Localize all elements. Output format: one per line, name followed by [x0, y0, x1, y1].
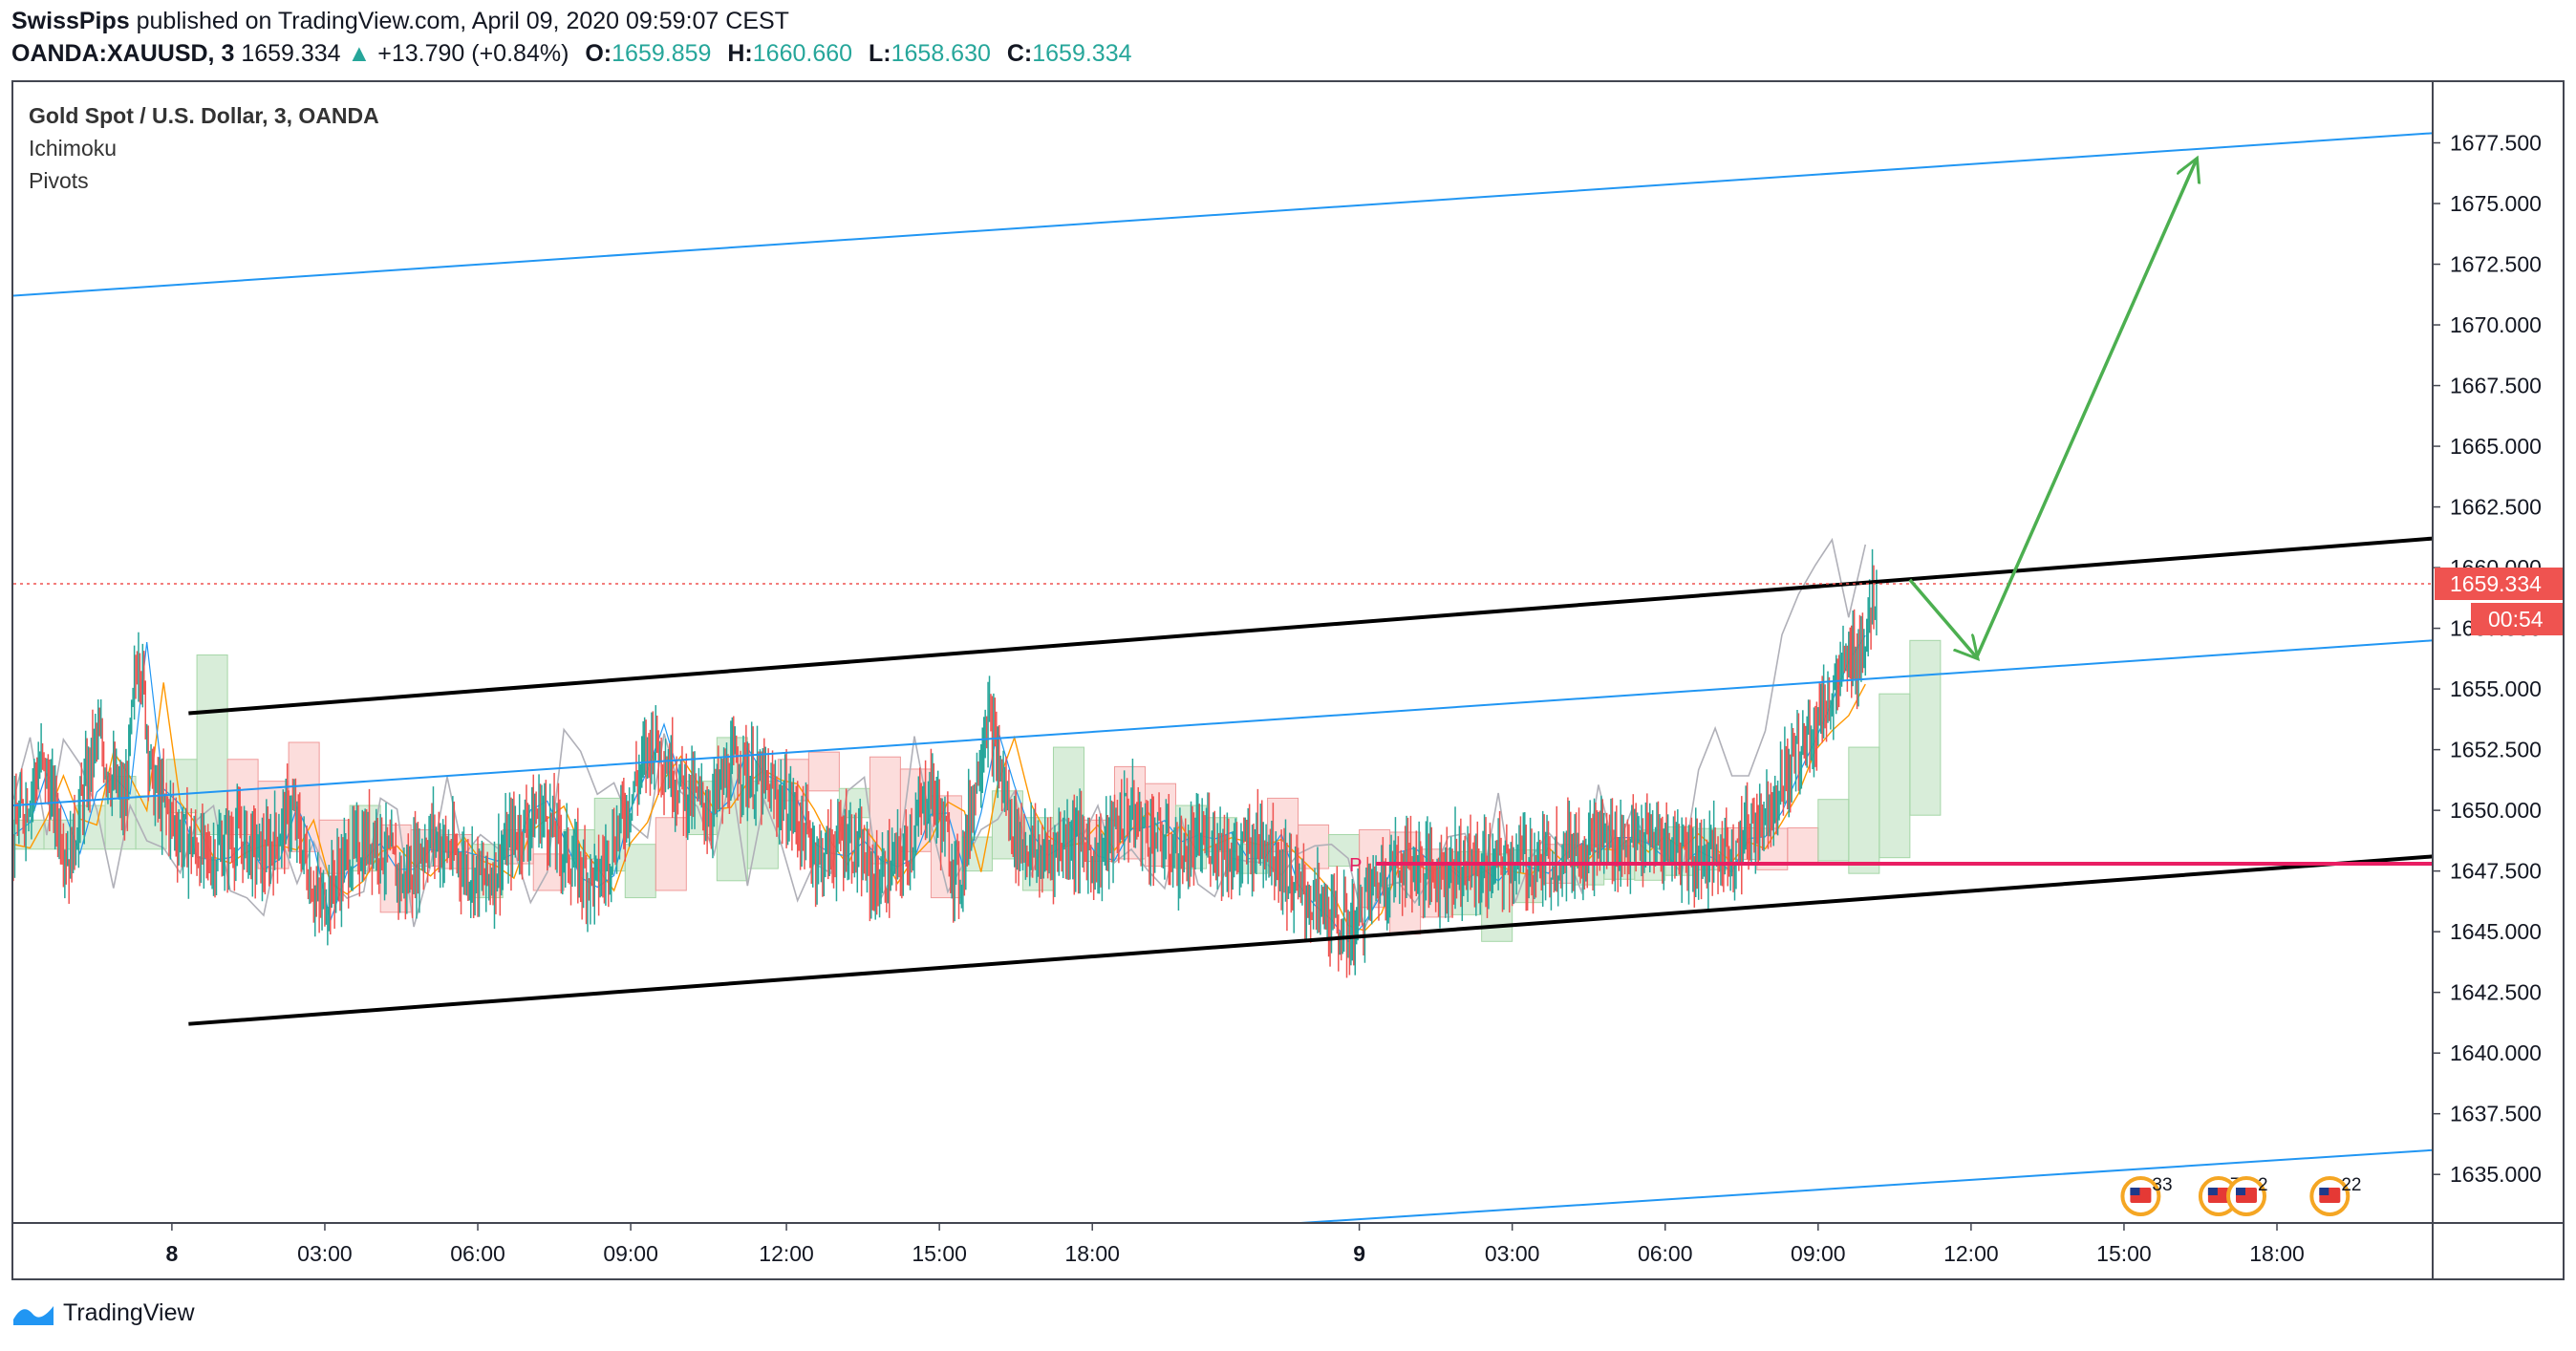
y-tick-label: 1655.000	[2450, 676, 2542, 701]
legend-pivots[interactable]: Pivots	[29, 168, 89, 193]
us-event-marker: 22	[2309, 1175, 2361, 1216]
price-change: +13.790 (+0.84%)	[377, 40, 569, 67]
y-tick-label: 1635.000	[2450, 1162, 2542, 1187]
author-name[interactable]: SwissPips	[11, 8, 130, 34]
y-tick-label: 1677.500	[2450, 131, 2542, 156]
y-tick-label: 1650.000	[2450, 798, 2542, 823]
close-value: 1659.334	[1032, 40, 1132, 67]
symbol-bar: OANDA:XAUUSD, 3 1659.334 ▲ +13.790 (+0.8…	[11, 40, 1132, 68]
y-tick-label: 1670.000	[2450, 312, 2542, 337]
cloud-segment	[1848, 746, 1880, 874]
cloud-segment	[624, 844, 656, 899]
symbol: OANDA:XAUUSD, 3	[11, 40, 235, 67]
x-tick-label: 9	[1353, 1241, 1365, 1266]
high-label: H:	[727, 40, 753, 67]
price-tag-label: 1659.334	[2450, 571, 2542, 596]
x-tick-label: 18:00	[1064, 1241, 1120, 1266]
chart-frame	[11, 80, 2565, 1280]
x-tick-label: 12:00	[1943, 1241, 1999, 1266]
low-label: L:	[869, 40, 891, 67]
x-tick-label: 03:00	[1485, 1241, 1540, 1266]
flag-canton	[2130, 1188, 2140, 1195]
price-tag	[2435, 568, 2563, 601]
x-tick-label: 15:00	[2096, 1241, 2152, 1266]
tradingview-logo-icon	[13, 1305, 54, 1325]
y-tick-label: 1667.500	[2450, 374, 2542, 398]
flag-canton	[2207, 1188, 2218, 1195]
middle-blue-line	[13, 639, 2433, 807]
countdown-tag	[2471, 603, 2563, 636]
lower-channel	[188, 854, 2433, 1026]
pullback-arrow	[1908, 578, 1977, 657]
cloud-segment	[1787, 826, 1819, 865]
published-text: published on TradingView.com, April 09, …	[136, 8, 789, 34]
x-tick-label: 03:00	[297, 1241, 353, 1266]
tradingview-footer[interactable]: TradingView	[11, 1299, 195, 1327]
event-count: 2	[2258, 1175, 2268, 1195]
open-label: O:	[585, 40, 612, 67]
y-tick-label: 1652.500	[2450, 738, 2542, 762]
cloud-segment	[655, 817, 687, 891]
y-tick-label: 1642.500	[2450, 980, 2542, 1005]
x-tick-label: 09:00	[603, 1241, 658, 1266]
flag-canton	[2236, 1188, 2246, 1195]
x-tick-label: 18:00	[2249, 1241, 2305, 1266]
x-tick-label: 06:00	[450, 1241, 505, 1266]
y-tick-label: 1675.000	[2450, 191, 2542, 216]
y-tick-label: 1647.500	[2450, 859, 2542, 884]
y-tick-label: 1640.000	[2450, 1040, 2542, 1065]
flag-canton	[2319, 1188, 2329, 1195]
lower-blue-line	[1300, 1148, 2433, 1223]
event-count: 33	[2152, 1175, 2172, 1195]
y-tick-label: 1662.500	[2450, 495, 2542, 520]
y-tick-label: 1672.500	[2450, 252, 2542, 277]
last-price: 1659.334	[241, 40, 341, 67]
candles	[13, 548, 1878, 978]
y-tick-label: 1645.000	[2450, 919, 2542, 944]
x-tick-label: 15:00	[912, 1241, 967, 1266]
up-arrow-icon: ▲	[347, 40, 372, 67]
publish-info: SwissPips published on TradingView.com, …	[11, 8, 789, 35]
upper-blue-line	[13, 132, 2433, 297]
x-tick-label: 8	[165, 1241, 178, 1266]
cloud-segment	[807, 751, 840, 792]
y-tick-label: 1665.000	[2450, 434, 2542, 459]
y-tick-label: 1637.500	[2450, 1102, 2542, 1126]
cloud-segment	[1817, 799, 1850, 862]
cloud-segment	[1878, 693, 1911, 859]
target-arrow	[1975, 160, 2197, 658]
upper-channel	[188, 536, 2433, 716]
x-tick-label: 12:00	[759, 1241, 814, 1266]
countdown-label: 00:54	[2488, 607, 2544, 632]
cloud-segment	[1909, 639, 1942, 816]
chart-legend: Gold Spot / U.S. Dollar, 3, OANDA Ichimo…	[29, 99, 379, 197]
legend-ichimoku[interactable]: Ichimoku	[29, 136, 118, 161]
high-value: 1660.660	[752, 40, 853, 67]
pivot-label: P	[1349, 855, 1362, 876]
legend-title[interactable]: Gold Spot / U.S. Dollar, 3, OANDA	[29, 103, 379, 128]
x-tick-label: 06:00	[1638, 1241, 1693, 1266]
us-event-marker: 2	[2226, 1175, 2268, 1216]
close-label: C:	[1006, 40, 1033, 67]
us-event-marker: 33	[2120, 1175, 2173, 1216]
event-count: 22	[2341, 1175, 2361, 1195]
plot-area: P337222	[13, 132, 2433, 1223]
cloud-segment	[1328, 834, 1361, 868]
x-tick-label: 09:00	[1791, 1241, 1846, 1266]
tradingview-brand: TradingView	[63, 1299, 195, 1326]
low-value: 1658.630	[891, 40, 991, 67]
open-value: 1659.859	[612, 40, 712, 67]
